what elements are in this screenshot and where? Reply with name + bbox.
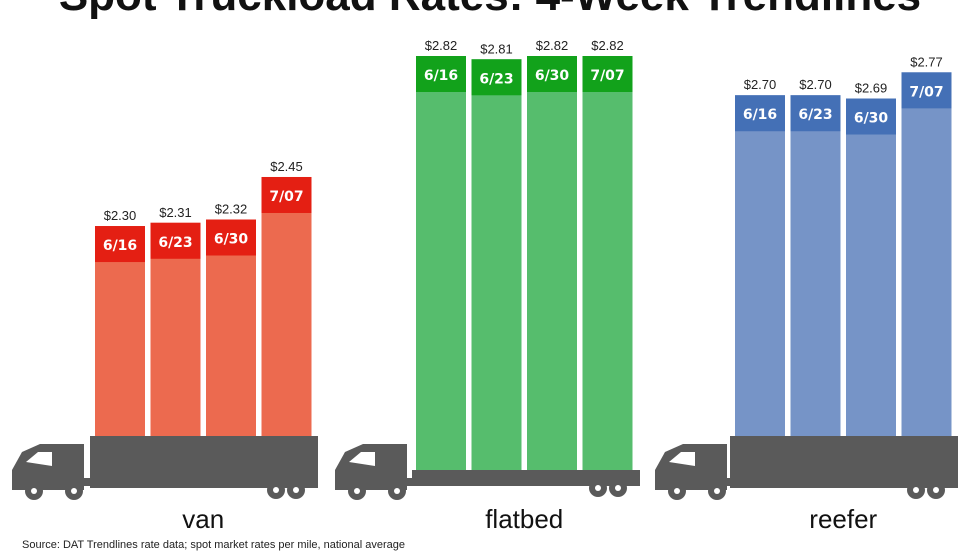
week-label: 6/16 (424, 68, 458, 84)
value-label: $2.70 (799, 77, 832, 92)
semi-truck-icon (335, 444, 640, 500)
bar-header-flatbed-4 (582, 56, 633, 92)
value-label: $2.82 (425, 38, 458, 53)
bar-header-flatbed-3 (527, 56, 577, 92)
bar-reefer-2[interactable] (790, 95, 841, 437)
bar-header-reefer-3 (846, 98, 896, 135)
wheel-hub (293, 487, 299, 493)
value-label: $2.32 (215, 202, 248, 217)
semi-truck-icon (655, 436, 958, 500)
week-label: 6/23 (479, 71, 513, 87)
week-label: 7/07 (269, 189, 303, 205)
bar-header-van-4 (261, 176, 312, 213)
group-label-flatbed: flatbed (485, 504, 563, 534)
bar-flatbed-4[interactable] (582, 56, 633, 470)
bar-header-flatbed-2 (471, 59, 522, 96)
bar-group-flatbed: 6/16 $2.82 6/23 $2.81 6/30 $2.82 7/07 $2.82 flat… (335, 38, 640, 534)
source-footnote: Source: DAT Trendlines rate data; spot m… (22, 539, 405, 551)
value-label: $2.45 (270, 159, 303, 174)
value-label: $2.82 (536, 38, 569, 53)
trailer-body (90, 436, 318, 488)
wheel-hub (714, 488, 720, 494)
week-label: 6/23 (158, 235, 192, 251)
bar-header-van-3 (206, 219, 256, 256)
wheel-hub (595, 485, 601, 491)
week-label: 7/07 (590, 68, 624, 84)
cab-window (26, 452, 52, 466)
value-label: $2.69 (855, 81, 888, 96)
value-label: $2.70 (744, 77, 777, 92)
bar-reefer-1[interactable] (735, 95, 785, 437)
semi-truck-icon (12, 436, 318, 500)
truck-cab (12, 444, 84, 490)
wheel-hub (913, 487, 919, 493)
cab-window (669, 452, 695, 466)
value-label: $2.31 (159, 205, 192, 220)
truck-cab (655, 444, 727, 490)
group-label-van: van (182, 504, 224, 534)
wheel-hub (615, 485, 621, 491)
bar-header-van-1 (95, 226, 145, 263)
wheel-hub (394, 488, 400, 494)
value-label: $2.82 (591, 38, 624, 53)
bar-header-reefer-1 (735, 95, 785, 132)
week-label: 6/30 (214, 232, 249, 248)
value-label: $2.77 (910, 54, 943, 69)
week-label: 6/30 (854, 111, 889, 127)
bar-group-reefer: 6/16 $2.70 6/23 $2.70 6/30 $2.69 7/07 $2.77 reef… (655, 54, 958, 534)
hitch (727, 478, 730, 486)
trailer-body (412, 470, 640, 486)
group-label-reefer: reefer (809, 504, 877, 534)
bar-flatbed-1[interactable] (416, 56, 466, 470)
wheel-hub (31, 488, 37, 494)
bar-header-van-2 (150, 222, 201, 259)
bar-flatbed-3[interactable] (527, 56, 577, 470)
week-label: 6/16 (103, 238, 137, 254)
bar-reefer-4[interactable] (901, 72, 952, 436)
bar-header-reefer-2 (790, 95, 841, 132)
cab-window (349, 452, 375, 466)
value-label: $2.30 (104, 208, 137, 223)
wheel-hub (354, 488, 360, 494)
week-label: 6/23 (798, 107, 832, 123)
week-label: 6/30 (535, 68, 570, 84)
value-label: $2.81 (480, 41, 513, 56)
chart-title: Spot Truckload Rates: 4-Week Trendlines (0, 0, 980, 18)
wheel-hub (273, 487, 279, 493)
bar-flatbed-2[interactable] (471, 59, 522, 471)
truck-cab (335, 444, 407, 490)
wheel-hub (71, 488, 77, 494)
bar-header-reefer-4 (901, 72, 952, 109)
wheel-hub (933, 487, 939, 493)
wheel-hub (674, 488, 680, 494)
bar-group-van: 6/16 $2.30 6/23 $2.31 6/30 $2.32 7/07 $2.45 van (12, 159, 318, 534)
hitch (407, 478, 412, 486)
hitch (84, 478, 90, 486)
bar-header-flatbed-1 (416, 56, 466, 92)
week-label: 6/16 (743, 107, 777, 123)
bar-van-4[interactable] (261, 176, 312, 437)
week-label: 7/07 (909, 84, 943, 100)
trailer-body (730, 436, 958, 488)
bar-reefer-3[interactable] (846, 98, 896, 436)
bar-van-3[interactable] (206, 219, 256, 437)
